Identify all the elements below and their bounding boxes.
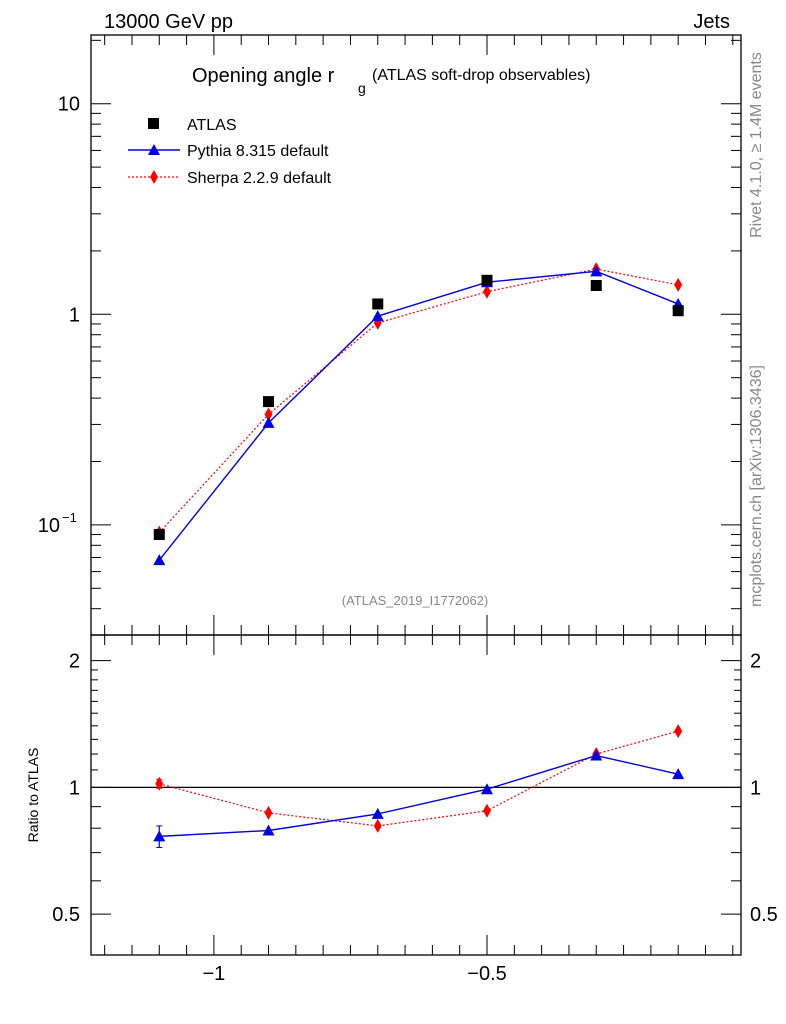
main-atlas-point bbox=[590, 280, 602, 292]
rivet-version-text: Rivet 4.1.0, ≥ 1.4M events bbox=[748, 52, 765, 238]
ratio-sherpa-point bbox=[483, 803, 492, 818]
plot-title: Opening angle r bbox=[192, 65, 335, 87]
main-sherpa-point bbox=[674, 277, 683, 292]
main-sherpa-point bbox=[483, 284, 492, 299]
title-suffix: (ATLAS soft-drop observables) bbox=[372, 67, 590, 84]
x-axis: −1 −0.5 bbox=[104, 35, 734, 985]
ratio-pythia-point bbox=[481, 783, 494, 795]
process-label: Jets bbox=[693, 11, 730, 33]
ratio-sherpa-point bbox=[373, 818, 382, 833]
main-pythia-point bbox=[262, 416, 275, 428]
main-pythia-point bbox=[590, 265, 603, 277]
ratio-sherpa-point bbox=[264, 805, 273, 820]
mcplots-text: mcplots.cern.ch [arXiv:1306.3436] bbox=[748, 365, 765, 607]
ratio-pythia-point bbox=[262, 824, 275, 836]
ratio-sherpa-line bbox=[159, 730, 679, 827]
ratio-y-tick-label-right: 2 bbox=[750, 651, 761, 673]
ratio-sherpa-point bbox=[674, 724, 683, 739]
ratio-y-tick-label-right: 0.5 bbox=[750, 904, 778, 926]
main-pythia-point bbox=[153, 554, 166, 566]
y-tick-label-exponent: −1 bbox=[62, 510, 77, 525]
ratio-y-tick-label-right: 1 bbox=[750, 777, 761, 799]
legend: ATLAS Pythia 8.315 default Sherpa 2.2.9 … bbox=[128, 117, 332, 187]
main-atlas-point bbox=[263, 396, 275, 408]
legend-label-sherpa: Sherpa 2.2.9 default bbox=[187, 170, 332, 187]
ratio-y-tick-label: 0.5 bbox=[52, 904, 80, 926]
title-subscript: g bbox=[358, 80, 366, 96]
ratio-pythia-point bbox=[371, 807, 384, 819]
energy-label: 13000 GeV pp bbox=[104, 11, 233, 33]
y-tick-label: 10 bbox=[38, 515, 60, 537]
main-pythia-point bbox=[371, 310, 384, 322]
legend-marker-sherpa bbox=[150, 170, 158, 184]
main-series-group bbox=[153, 262, 685, 566]
x-tick-label: −1 bbox=[202, 963, 225, 985]
ratio-pythia-point bbox=[590, 749, 603, 761]
main-sherpa-point bbox=[264, 407, 273, 422]
y-tick-label: 10 bbox=[58, 94, 80, 116]
x-tick-label: −0.5 bbox=[467, 963, 506, 985]
main-atlas-point bbox=[481, 274, 493, 286]
ratio-series-group bbox=[153, 724, 685, 848]
main-atlas-point bbox=[672, 305, 684, 317]
ratio-y-tick-label: 2 bbox=[69, 651, 80, 673]
legend-label-atlas: ATLAS bbox=[187, 117, 237, 134]
analysis-label: (ATLAS_2019_I1772062) bbox=[342, 593, 488, 608]
ratio-sherpa-point bbox=[155, 776, 164, 791]
ratio-y-label: Ratio to ATLAS bbox=[25, 748, 41, 843]
ratio-y-axis: 2 2 1 1 0.5 0.5 bbox=[52, 651, 778, 956]
ratio-pythia-line bbox=[159, 754, 679, 838]
y-tick-label: 1 bbox=[69, 304, 80, 326]
main-atlas-point bbox=[153, 529, 165, 541]
ratio-panel-frame bbox=[90, 634, 742, 956]
main-pythia-line bbox=[158, 270, 679, 561]
legend-marker-pythia bbox=[148, 144, 160, 155]
main-atlas-point bbox=[372, 298, 384, 310]
title-main: Opening angle r bbox=[192, 65, 335, 87]
ratio-y-tick-label: 1 bbox=[69, 777, 80, 799]
legend-label-pythia: Pythia 8.315 default bbox=[187, 143, 329, 160]
ratio-pythia-point bbox=[153, 830, 166, 842]
main-sherpa-line bbox=[158, 268, 679, 533]
ratio-pythia-point bbox=[672, 768, 685, 780]
legend-marker-atlas bbox=[148, 118, 159, 129]
